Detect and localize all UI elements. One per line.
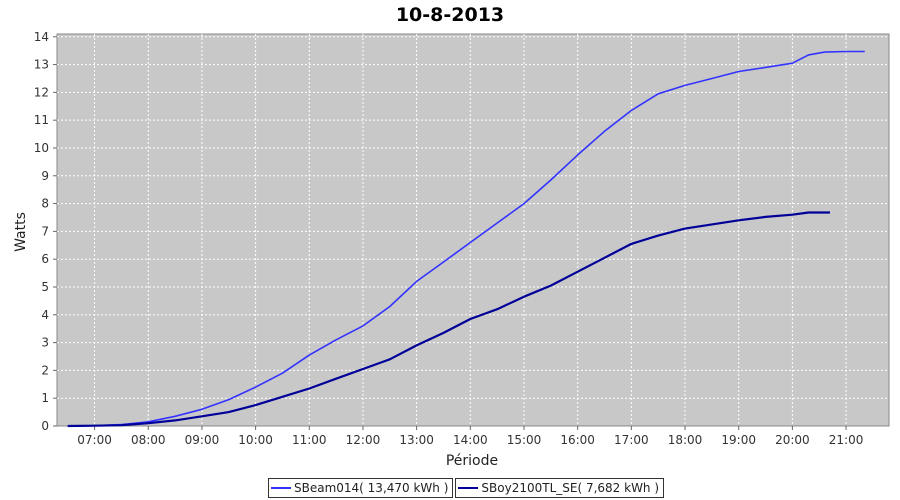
x-tick-label: 18:00: [668, 433, 703, 447]
legend-item: SBeam014( 13,470 kWh ): [268, 478, 454, 498]
y-tick-label: 3: [41, 336, 49, 350]
x-tick-label: 09:00: [185, 433, 220, 447]
legend-swatch: [271, 487, 291, 489]
plot-background: [56, 33, 890, 427]
y-tick-label: 0: [41, 419, 49, 433]
y-tick-label: 5: [41, 280, 49, 294]
y-tick-label: 2: [41, 363, 49, 377]
plot-area: [56, 33, 890, 427]
legend-label: SBeam014( 13,470 kWh ): [294, 481, 449, 495]
y-tick-label: 4: [41, 308, 49, 322]
y-tick-label: 8: [41, 197, 49, 211]
series-line-2: [67, 211, 830, 428]
y-axis-label: Watts: [13, 212, 29, 252]
legend: SBeam014( 13,470 kWh ) SBoy2100TL_SE( 7,6…: [268, 478, 666, 498]
x-tick-label: 20:00: [775, 433, 810, 447]
x-tick-label: 12:00: [346, 433, 381, 447]
grid: [57, 34, 889, 426]
y-tick-label: 1: [41, 391, 49, 405]
x-tick-label: 14:00: [453, 433, 488, 447]
y-tick-label: 10: [34, 141, 49, 155]
series-line-1: [67, 50, 865, 427]
x-tick-label: 08:00: [131, 433, 166, 447]
y-tick-label: 6: [41, 252, 49, 266]
x-tick-label: 10:00: [238, 433, 273, 447]
y-tick-label: 9: [41, 169, 49, 183]
legend-label: SBoy2100TL_SE( 7,682 kWh ): [481, 481, 660, 495]
y-tick-label: 12: [34, 85, 49, 99]
chart-title: 10-8-2013: [396, 4, 504, 26]
x-tick-label: 16:00: [560, 433, 595, 447]
legend-item: SBoy2100TL_SE( 7,682 kWh ): [455, 478, 665, 498]
y-tick-label: 7: [41, 224, 49, 238]
y-tick-label: 14: [34, 30, 49, 44]
x-axis: 07:00 08:00 09:00 10:00 11:00 12:00 13:00 14:00…: [77, 426, 863, 447]
x-tick-label: 21:00: [829, 433, 864, 447]
series-lines: [67, 50, 865, 428]
legend-swatch: [458, 487, 479, 489]
x-tick-label: 15:00: [507, 433, 542, 447]
x-tick-label: 07:00: [77, 433, 112, 447]
x-tick-label: 17:00: [614, 433, 649, 447]
y-tick-label: 11: [34, 113, 49, 127]
x-tick-label: 11:00: [292, 433, 327, 447]
x-tick-label: 13:00: [399, 433, 434, 447]
x-tick-label: 19:00: [721, 433, 756, 447]
x-axis-label: Période: [446, 453, 498, 469]
y-tick-label: 13: [34, 58, 49, 72]
